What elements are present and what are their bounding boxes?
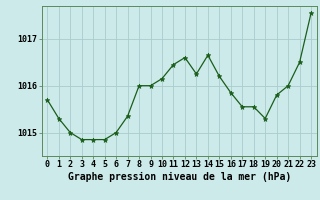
X-axis label: Graphe pression niveau de la mer (hPa): Graphe pression niveau de la mer (hPa) bbox=[68, 172, 291, 182]
